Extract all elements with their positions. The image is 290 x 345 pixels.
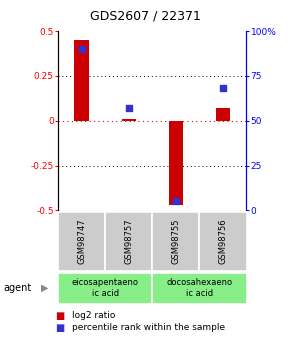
Text: agent: agent [3,283,31,293]
Bar [58,273,152,304]
Bar [105,212,152,271]
Text: GSM98747: GSM98747 [77,219,86,264]
Bar [152,273,246,304]
Bar [216,108,230,121]
Bar [169,121,183,205]
Bar [75,40,89,121]
Bar [122,119,136,121]
Point [79,46,84,52]
Text: GSM98757: GSM98757 [124,219,133,264]
Bar [58,212,105,271]
Bar [200,212,246,271]
Bar [152,212,200,271]
Text: ■: ■ [55,323,64,333]
Text: log2 ratio: log2 ratio [72,311,116,320]
Text: ■: ■ [55,311,64,321]
Point [126,106,131,111]
Text: GSM98755: GSM98755 [171,219,180,264]
Text: GSM98756: GSM98756 [218,219,227,264]
Text: ▶: ▶ [41,283,49,293]
Text: percentile rank within the sample: percentile rank within the sample [72,323,226,332]
Text: GDS2607 / 22371: GDS2607 / 22371 [90,9,200,22]
Point [221,86,225,91]
Point [173,199,178,204]
Text: docosahexaeno
ic acid: docosahexaeno ic acid [166,278,233,298]
Text: eicosapentaeno
ic acid: eicosapentaeno ic acid [72,278,139,298]
